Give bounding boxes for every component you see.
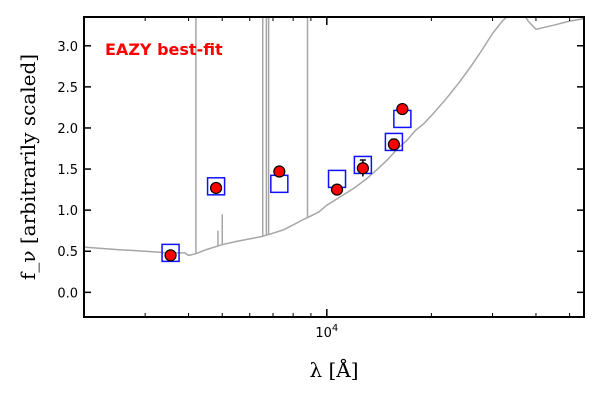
observed-flux-point [330, 183, 344, 196]
y-tick-label: 1.0 [57, 204, 78, 219]
y-tick-label: 2.5 [57, 81, 78, 96]
fit-annotation: EAZY best-fit [105, 40, 223, 59]
x-tick-label: 104 [315, 323, 338, 341]
y-tick-label: 0.0 [57, 286, 78, 301]
y-tick-label: 1.5 [57, 163, 78, 178]
observed-flux-point [356, 162, 369, 175]
observed-flux-point [273, 165, 286, 178]
y-tick-label: 2.0 [57, 122, 78, 137]
x-axis-title: λ [Å] [309, 357, 358, 382]
observed-flux-point [387, 138, 400, 151]
model-flux-square [206, 177, 226, 196]
plot-frame [83, 16, 585, 318]
y-tick-label: 0.5 [57, 245, 78, 260]
observed-photometry-layer [164, 102, 409, 262]
y-axis-title: f_ν [arbitrarily scaled] [16, 54, 40, 280]
model-flux-square [270, 174, 289, 194]
observed-flux-point [396, 102, 409, 116]
template-spectrum-layer [84, 17, 584, 257]
template-spectrum-line [84, 17, 584, 257]
model-photometry-layer [161, 109, 412, 263]
axes: 0.0 0.5 1.0 1.5 2.0 2.5 3.0 104 [57, 16, 585, 341]
y-tick-label: 3.0 [57, 40, 78, 55]
observed-flux-point [164, 249, 177, 262]
observed-flux-point [209, 181, 223, 195]
